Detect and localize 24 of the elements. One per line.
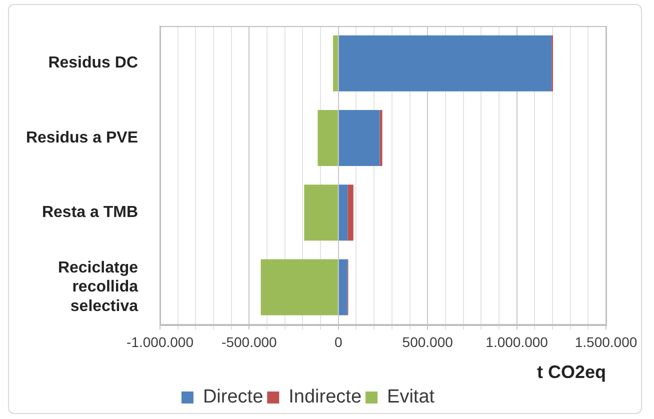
bar — [338, 259, 348, 316]
bar — [338, 184, 348, 241]
bar — [380, 110, 382, 166]
bar — [338, 35, 552, 92]
x-tick-label: 500.000 — [402, 334, 454, 350]
bar — [304, 184, 338, 241]
x-tick-label: 1.500.000 — [574, 334, 638, 350]
y-tick-label: Residus a PVE — [26, 129, 138, 146]
bar — [318, 110, 338, 166]
x-tick-label: 0 — [334, 334, 342, 350]
bar — [333, 35, 338, 92]
bar — [348, 184, 354, 241]
bar — [338, 110, 380, 166]
legend-label: Indirecte — [288, 386, 362, 408]
y-tick-label: Reciclatge recollida selectiva — [58, 259, 138, 315]
legend-label: Directe — [202, 386, 264, 408]
x-tick-label: -1.000.000 — [126, 334, 194, 350]
legend-label: Evitat — [387, 386, 436, 408]
x-tick-label: -500.000 — [222, 334, 278, 350]
y-tick-label: Residus DC — [48, 54, 138, 72]
y-tick-label: Resta a TMB — [42, 204, 138, 222]
x-tick-label: 1.000.000 — [486, 334, 548, 350]
x-axis-title: t CO2eq — [536, 362, 606, 382]
bar — [260, 259, 338, 316]
